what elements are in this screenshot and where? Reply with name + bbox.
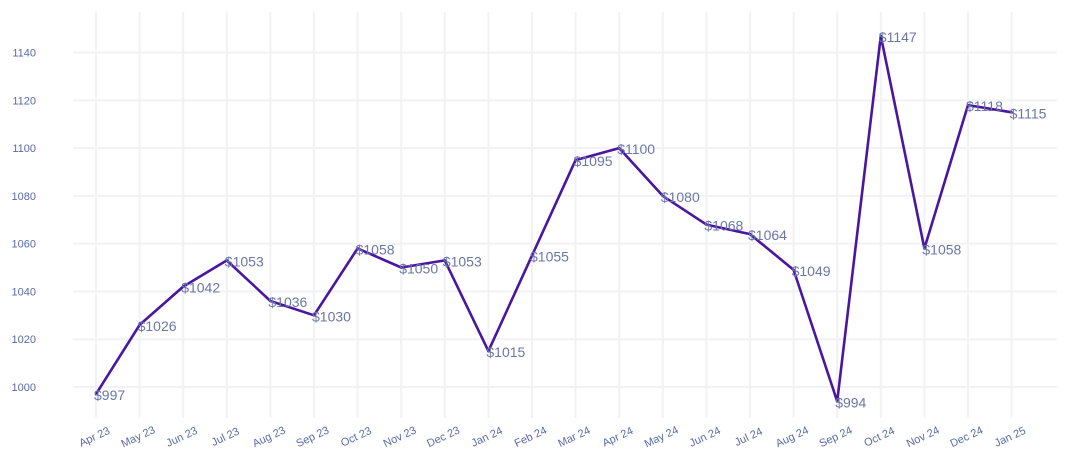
data-point [574, 158, 577, 162]
data-point [617, 146, 621, 150]
series-line [94, 34, 1012, 403]
x-tick-label: Dec 24 [948, 424, 985, 450]
x-tick-label: Aug 23 [251, 424, 288, 450]
x-tick-label: Oct 24 [862, 425, 896, 450]
data-label: $1064 [748, 227, 787, 243]
data-point [879, 34, 883, 38]
data-label: $1015 [486, 344, 525, 360]
x-tick-label: Jul 24 [733, 426, 765, 449]
y-tick-label: 1080 [12, 191, 36, 203]
gridlines [73, 12, 1057, 418]
data-point [312, 314, 316, 317]
data-point [487, 349, 490, 353]
x-tick-label: Dec 23 [425, 424, 462, 450]
y-tick-label: 1060 [12, 239, 36, 251]
data-labels: $997$1026$1042$1053$1036$1030$1058$1050 $… [94, 29, 1047, 410]
y-tick-label: 1000 [12, 382, 36, 394]
data-label: $1095 [574, 153, 613, 169]
y-tick-label: 1140 [12, 48, 36, 60]
data-label: $1050 [399, 261, 438, 277]
series-price [94, 34, 1013, 403]
x-tick-label: May 23 [119, 424, 157, 450]
y-axis-ticks: 1000 1020 1040 1060 1080 1100 1120 1140 [12, 48, 36, 394]
data-point [835, 399, 839, 403]
data-point [443, 259, 447, 262]
x-tick-label: Jun 24 [688, 425, 723, 450]
data-label: $1115 [1010, 105, 1047, 121]
x-tick-label: Feb 24 [513, 425, 549, 450]
data-label: $1118 [966, 98, 1003, 114]
x-tick-label: Nov 24 [905, 424, 942, 450]
data-label: $1055 [530, 249, 569, 265]
data-point [661, 194, 665, 198]
data-label: $1053 [443, 253, 482, 269]
data-label: $1058 [922, 241, 961, 257]
x-tick-label: Sep 23 [294, 424, 331, 450]
x-tick-label: Apr 23 [78, 425, 112, 450]
data-label: $1147 [879, 29, 917, 45]
x-tick-label: May 24 [643, 424, 681, 450]
x-tick-label: Nov 23 [382, 424, 419, 450]
data-point [1010, 111, 1013, 114]
data-point [966, 103, 970, 107]
y-tick-label: 1040 [12, 286, 36, 298]
data-point [138, 323, 141, 327]
data-point [705, 223, 708, 226]
data-label: $1058 [356, 241, 395, 257]
data-label: $994 [835, 394, 866, 410]
y-tick-label: 1120 [12, 95, 36, 107]
data-label: $1068 [704, 218, 743, 234]
data-label: $1100 [617, 141, 655, 157]
data-label: $997 [94, 387, 125, 403]
x-tick-label: Jan 24 [470, 425, 505, 450]
x-axis-ticks: Apr 23 May 23 Jun 23 Jul 23 Aug 23 Sep 23 Oct … [78, 424, 1028, 450]
data-label: $1049 [792, 263, 831, 279]
x-tick-label: Jul 23 [210, 426, 242, 449]
data-label: $1036 [268, 294, 307, 310]
data-label: $1026 [138, 318, 177, 334]
data-point [181, 285, 185, 288]
y-tick-label: 1100 [12, 143, 36, 155]
data-point [923, 247, 926, 250]
x-tick-label: Jan 25 [993, 425, 1028, 450]
data-label: $1080 [661, 189, 700, 205]
data-label: $1053 [225, 253, 264, 269]
data-label: $1030 [312, 308, 351, 324]
x-tick-label: Oct 23 [339, 425, 373, 450]
data-point [356, 247, 359, 250]
data-point [225, 259, 229, 262]
y-tick-label: 1020 [12, 334, 36, 346]
x-tick-label: Apr 24 [601, 425, 635, 450]
data-point [530, 254, 534, 257]
data-point [748, 232, 752, 236]
data-point [399, 266, 403, 269]
data-point [269, 299, 272, 303]
data-point [792, 268, 795, 272]
x-tick-label: Aug 24 [774, 424, 811, 450]
x-tick-label: Sep 24 [818, 424, 855, 450]
data-label: $1042 [181, 280, 220, 296]
x-tick-label: Mar 24 [556, 425, 592, 450]
x-tick-label: Jun 23 [164, 425, 199, 450]
data-point [94, 392, 98, 396]
